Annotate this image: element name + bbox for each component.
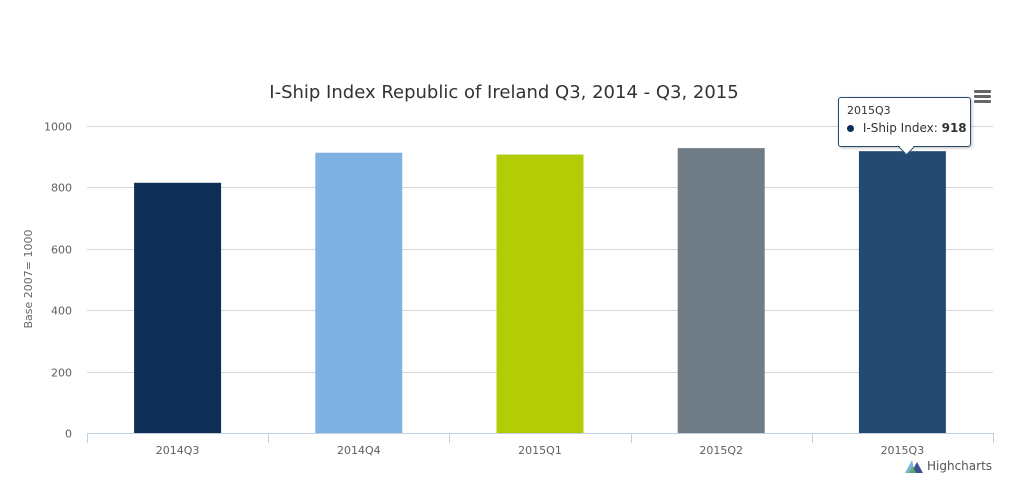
highcharts-credits-link[interactable]: Highcharts [905,458,992,476]
bar-2014Q3[interactable] [134,182,222,433]
tooltip-value: 918 [941,121,967,135]
x-tick-label: 2015Q3 [881,444,925,457]
x-tick-label: 2015Q1 [518,444,562,457]
x-tick-label: 2014Q4 [337,444,381,457]
y-tick-label: 200 [51,367,72,380]
y-tick-label: 800 [51,182,72,195]
chart-tooltip: 2015Q3 I-Ship Index: 918 [838,97,971,147]
bar-2015Q2[interactable] [677,148,765,433]
y-tick-label: 0 [65,428,72,441]
bar-2015Q3[interactable] [858,151,946,433]
highcharts-logo-icon [905,460,923,473]
bar-series [134,148,946,434]
hamburger-menu-icon [974,95,991,98]
credits-label: Highcharts [927,459,993,473]
tooltip-title: 2015Q3 [847,104,891,117]
hamburger-menu-icon [974,90,991,93]
chart-menu-button[interactable] [968,84,996,108]
y-axis-label: Base 2007= 1000 [22,230,35,329]
bar-2015Q1[interactable] [496,154,584,433]
y-tick-label: 1000 [44,121,72,134]
x-tick-label: 2014Q3 [156,444,200,457]
tooltip-row: I-Ship Index: 918 [847,120,967,136]
x-tick-label: 2015Q2 [699,444,743,457]
y-tick-label: 400 [51,305,72,318]
hamburger-menu-icon [974,100,991,103]
tooltip-series-name: I-Ship Index: [862,121,938,135]
chart-title: I-Ship Index Republic of Ireland Q3, 201… [269,82,738,103]
axes: 0 200 400 600 800 1000 2014Q3 2014Q4 2015Q1 2015Q… [44,121,994,457]
y-tick-label: 600 [51,244,72,257]
series-dot-icon [847,125,854,132]
bar-2014Q4[interactable] [315,152,403,434]
